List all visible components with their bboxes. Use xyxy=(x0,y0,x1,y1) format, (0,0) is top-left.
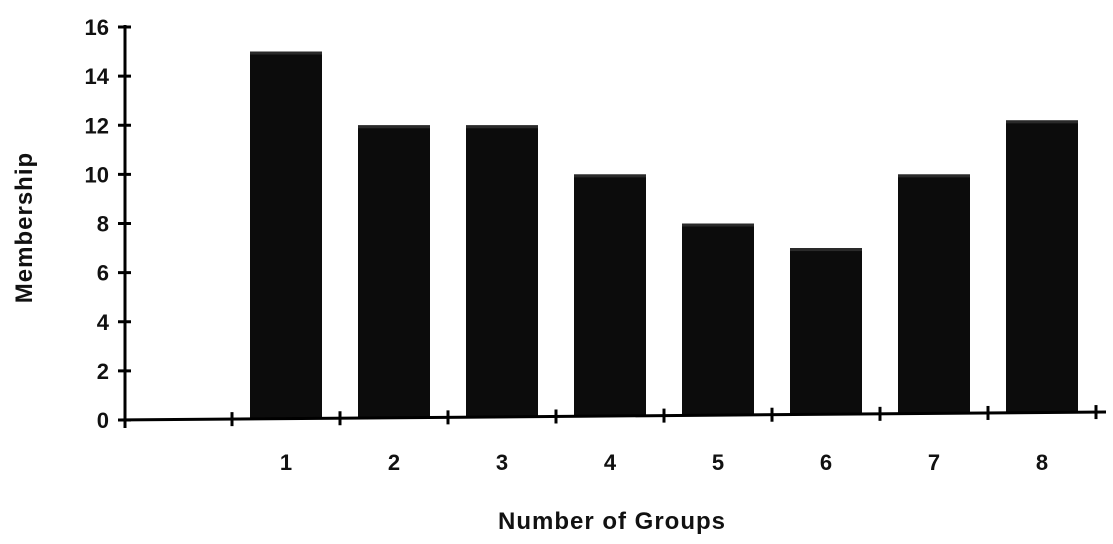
x-axis-line xyxy=(118,410,1107,422)
y-tick-label: 16 xyxy=(85,15,109,40)
x-tick-label: 4 xyxy=(604,450,617,475)
bar-top-edge xyxy=(1006,120,1078,124)
x-tick-label: 8 xyxy=(1036,450,1048,475)
bar-top-edge xyxy=(898,174,970,178)
x-tick-label: 5 xyxy=(712,450,724,475)
y-tick-label: 10 xyxy=(85,162,109,187)
bar-top-edge xyxy=(466,125,538,129)
bar-top-edge xyxy=(790,248,862,252)
bar-top-edge xyxy=(250,51,322,55)
x-tick-label: 6 xyxy=(820,450,832,475)
bar-1 xyxy=(250,51,322,419)
bar-2 xyxy=(358,125,430,418)
y-tick-label: 2 xyxy=(97,359,109,384)
x-tick-label: 2 xyxy=(388,450,400,475)
bar-7 xyxy=(898,174,970,414)
bar-4 xyxy=(574,174,646,417)
y-tick-label: 8 xyxy=(97,212,109,237)
x-tick-label: 7 xyxy=(928,450,940,475)
bar-top-edge xyxy=(574,174,646,178)
y-axis-title: Membership xyxy=(11,152,38,303)
bar-series xyxy=(250,51,1078,419)
y-tick-label: 14 xyxy=(85,64,110,89)
x-axis-title: Number of Groups xyxy=(498,508,726,535)
y-tick-label: 4 xyxy=(97,310,110,335)
x-tick-label: 3 xyxy=(496,450,508,475)
y-tick-label: 6 xyxy=(97,261,109,286)
bar-3 xyxy=(466,125,538,417)
bar-top-edge xyxy=(358,125,430,129)
bar-6 xyxy=(790,248,862,415)
bar-top-edge xyxy=(682,223,754,227)
y-tick-label: 12 xyxy=(85,113,109,138)
y-tick-label: 0 xyxy=(97,408,109,433)
bar-8 xyxy=(1006,120,1078,413)
x-tick-label: 1 xyxy=(280,450,292,475)
bar-5 xyxy=(682,223,754,416)
